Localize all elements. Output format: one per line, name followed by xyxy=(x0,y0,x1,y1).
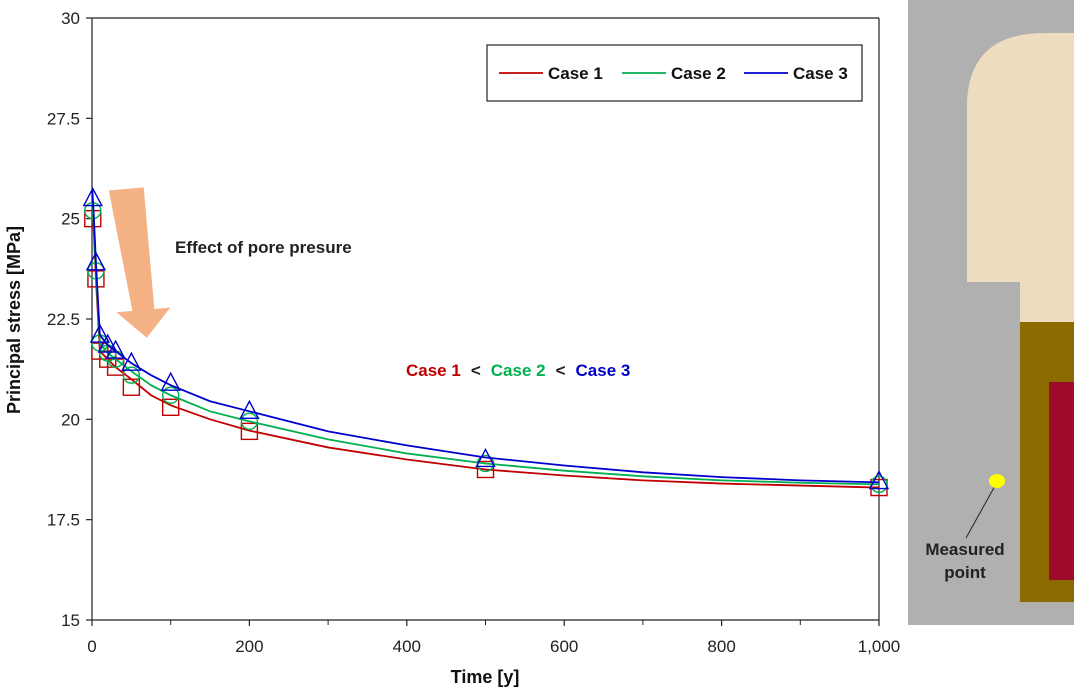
x-tick-label: 200 xyxy=(235,637,263,656)
measured-point-marker xyxy=(989,474,1005,488)
y-tick-label: 22.5 xyxy=(47,310,80,329)
data-point-case-3 xyxy=(121,351,142,371)
measured-point-leader xyxy=(965,483,997,539)
comparison-annotation: Case 1 < Case 2 < Case 3 xyxy=(406,361,630,380)
data-point-case-2 xyxy=(870,475,888,494)
data-point-case-1 xyxy=(240,422,259,441)
series-layer xyxy=(82,187,890,497)
data-point-case-2 xyxy=(122,366,141,384)
data-point-case-1 xyxy=(122,378,141,396)
data-point-case-3 xyxy=(239,399,260,420)
comparison-lt-2: < xyxy=(556,361,566,380)
data-point-case-3 xyxy=(82,187,103,207)
x-tick-label: 600 xyxy=(550,637,578,656)
effect-arrow xyxy=(108,187,171,338)
y-tick-label: 15 xyxy=(61,611,80,630)
data-point-case-3 xyxy=(97,333,118,353)
data-point-case-2 xyxy=(161,386,180,404)
diagram-top-block xyxy=(967,33,1074,322)
comparison-case-3: Case 3 xyxy=(576,361,631,380)
measured-point-label-line2: point xyxy=(944,563,986,582)
geometry-diagram: Measured point xyxy=(908,0,1074,625)
y-tick-label: 20 xyxy=(61,410,80,429)
data-point-case-3 xyxy=(89,323,111,343)
ticks-layer: 15 17.5 20 22.5 25 27.5 30 0 200 400 600 800 1,000 xyxy=(47,9,900,656)
legend-box xyxy=(486,44,863,102)
y-tick-label: 27.5 xyxy=(47,109,80,128)
diagram-inner-block xyxy=(1049,382,1074,580)
comparison-case-2: Case 2 xyxy=(491,361,546,380)
x-axis-title: Time [y] xyxy=(451,667,520,687)
y-tick-label: 25 xyxy=(61,210,80,229)
y-axis-title: Principal stress [MPa] xyxy=(4,226,24,414)
x-tick-label: 800 xyxy=(707,637,735,656)
series-line-case-3 xyxy=(91,190,880,484)
data-point-case-3 xyxy=(868,470,890,490)
legend-label-case-3: Case 3 xyxy=(793,64,848,83)
legend-label-case-1: Case 1 xyxy=(548,64,603,83)
data-point-case-3 xyxy=(105,339,126,359)
x-tick-label: 400 xyxy=(393,637,421,656)
comparison-lt-1: < xyxy=(471,361,481,380)
data-point-case-2 xyxy=(240,412,259,431)
plot-area: 15 17.5 20 22.5 25 27.5 30 0 200 400 600 800 1,000 xyxy=(47,9,900,656)
x-tick-label: 1,000 xyxy=(858,637,901,656)
data-point-case-3 xyxy=(160,371,181,391)
data-point-case-1 xyxy=(476,460,495,479)
legend-label-case-2: Case 2 xyxy=(671,64,726,83)
data-point-case-3 xyxy=(475,447,496,468)
legend: Case 1 Case 2 Case 3 xyxy=(486,44,863,102)
data-point-case-1 xyxy=(161,398,180,416)
effect-label: Effect of pore presure xyxy=(175,238,352,257)
comparison-case-1: Case 1 xyxy=(406,361,461,380)
x-tick-label: 0 xyxy=(87,637,96,656)
y-tick-label: 30 xyxy=(61,9,80,28)
y-tick-label: 17.5 xyxy=(47,511,80,530)
data-point-case-3 xyxy=(85,251,107,271)
measured-point-label-line1: Measured xyxy=(925,540,1004,559)
